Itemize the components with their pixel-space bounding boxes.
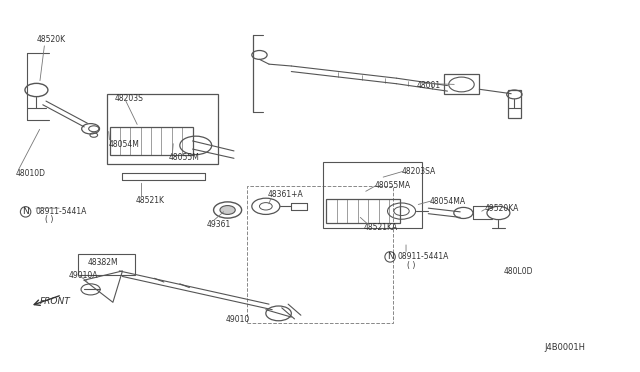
Text: 48520K: 48520K	[36, 35, 65, 44]
Bar	[246, 186, 394, 323]
Bar	[323, 162, 422, 228]
Text: 48382M: 48382M	[88, 258, 118, 267]
Bar	[106, 94, 218, 164]
Text: FRONT: FRONT	[40, 297, 70, 306]
Text: ( ): ( )	[45, 215, 53, 224]
Circle shape	[220, 206, 236, 214]
Text: 08911-5441A: 08911-5441A	[397, 252, 449, 262]
Text: 48001: 48001	[417, 81, 441, 90]
Bar	[508, 90, 521, 118]
Text: 48521K: 48521K	[135, 196, 164, 205]
Text: 49010: 49010	[226, 315, 250, 324]
Text: 08911-5441A: 08911-5441A	[35, 206, 86, 216]
Text: 48203S: 48203S	[115, 94, 144, 103]
Text: 48203SA: 48203SA	[401, 167, 436, 176]
Text: J4B0001H: J4B0001H	[544, 343, 586, 352]
Text: 480L0D: 480L0D	[504, 267, 533, 276]
Text: 48010D: 48010D	[15, 169, 45, 178]
Text: N: N	[22, 207, 29, 217]
Text: 48521KA: 48521KA	[364, 223, 397, 232]
Bar	[326, 199, 399, 223]
Bar	[109, 127, 193, 155]
Bar	[78, 254, 135, 275]
Text: ( ): ( )	[406, 261, 415, 270]
Text: 48055M: 48055M	[168, 153, 199, 163]
Text: 48054MA: 48054MA	[429, 197, 466, 206]
Text: 48055MA: 48055MA	[374, 181, 410, 190]
Text: N: N	[387, 252, 394, 262]
Text: 49520KA: 49520KA	[484, 204, 519, 214]
Text: 49010A: 49010A	[68, 271, 98, 280]
Bar	[444, 74, 479, 94]
Text: 48361+A: 48361+A	[268, 190, 303, 199]
Text: 48054M: 48054M	[108, 140, 140, 149]
Text: 49361: 49361	[207, 219, 231, 228]
